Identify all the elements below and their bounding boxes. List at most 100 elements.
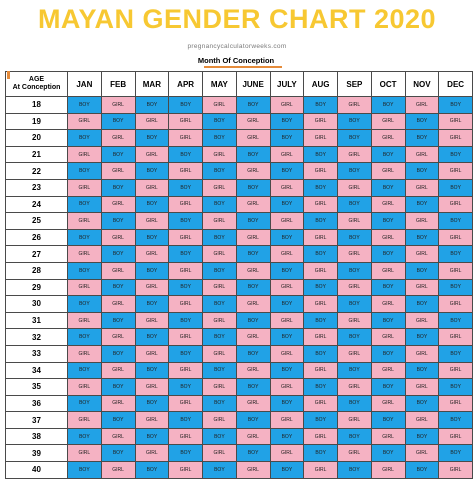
gender-cell: GIRL (168, 295, 203, 313)
table-row: 30 BOY GIRL BOY GIRL BOY GIRL BOY GIRL BOY GIRL BOY… (5, 295, 473, 313)
gender-cell: BOY (269, 162, 305, 180)
gender-cell: GIRL (134, 444, 170, 463)
gender-cell: GIRL (202, 278, 237, 297)
month-header-july: JULY (269, 71, 305, 97)
gender-cell: GIRL (67, 411, 102, 429)
gender-cell: GIRL (168, 195, 203, 214)
table-row: 27 GIRL BOY GIRL BOY GIRL BOY GIRL BOY GIRL BOY GIR… (5, 245, 473, 263)
gender-cell: BOY (235, 96, 271, 114)
gender-cell: BOY (100, 245, 136, 263)
gender-cell: GIRL (67, 444, 102, 463)
gender-cell: BOY (100, 444, 136, 463)
age-cell: 25 (5, 212, 68, 230)
gender-cell: GIRL (202, 311, 237, 330)
gender-cell: BOY (168, 311, 203, 330)
gender-cell: BOY (67, 129, 102, 147)
gender-cell: BOY (404, 112, 440, 131)
gender-cell: GIRL (438, 228, 473, 247)
gender-cell: GIRL (235, 129, 271, 147)
gender-cell: BOY (370, 311, 406, 330)
gender-cell: BOY (168, 378, 203, 396)
gender-cell: BOY (100, 178, 136, 197)
gender-cell: GIRL (337, 245, 372, 263)
gender-cell: BOY (202, 261, 237, 280)
gender-cell: BOY (168, 344, 203, 363)
gender-cell: BOY (370, 278, 406, 297)
gender-cell: BOY (438, 96, 473, 114)
gender-cell: GIRL (67, 145, 102, 164)
gender-cell: GIRL (269, 411, 305, 429)
gender-cell: BOY (337, 162, 372, 180)
gender-cell: BOY (370, 212, 406, 230)
gender-cell: BOY (134, 394, 170, 413)
gender-cell: BOY (438, 378, 473, 396)
gender-cell: BOY (404, 261, 440, 280)
gender-cell: GIRL (168, 361, 203, 380)
gender-cell: BOY (235, 344, 271, 363)
gender-cell: BOY (202, 394, 237, 413)
gender-cell: GIRL (202, 444, 237, 463)
gender-cell: BOY (202, 162, 237, 180)
age-header-accent (7, 71, 10, 79)
gender-cell: GIRL (337, 278, 372, 297)
gender-cell: GIRL (370, 328, 406, 346)
gender-cell: GIRL (337, 178, 372, 197)
gender-cell: GIRL (100, 162, 136, 180)
month-header-oct: OCT (370, 71, 406, 97)
gender-cell: BOY (337, 228, 372, 247)
age-cell: 39 (5, 444, 68, 463)
gender-cell: GIRL (202, 245, 237, 263)
gender-cell: GIRL (404, 178, 440, 197)
table-row: 32 BOY GIRL BOY GIRL BOY GIRL BOY GIRL BOY GIRL BOY… (5, 328, 473, 346)
age-header: AGE At Conception (5, 71, 68, 97)
gender-cell: BOY (202, 361, 237, 380)
gender-cell: GIRL (235, 394, 271, 413)
gender-cell: GIRL (303, 361, 338, 380)
gender-cell: GIRL (235, 228, 271, 247)
gender-cell: GIRL (303, 195, 338, 214)
table-row: 34 BOY GIRL BOY GIRL BOY GIRL BOY GIRL BOY GIRL BOY… (5, 361, 473, 380)
age-cell: 28 (5, 261, 68, 280)
gender-cell: GIRL (134, 245, 170, 263)
gender-cell: BOY (67, 328, 102, 346)
table-row: 29 GIRL BOY GIRL BOY GIRL BOY GIRL BOY GIRL BOY GIR… (5, 278, 473, 297)
gender-cell: GIRL (168, 461, 203, 479)
gender-cell: BOY (168, 278, 203, 297)
age-cell: 22 (5, 162, 68, 180)
age-cell: 21 (5, 145, 68, 164)
age-cell: 26 (5, 228, 68, 247)
gender-cell: GIRL (67, 245, 102, 263)
gender-cell: GIRL (370, 112, 406, 131)
gender-cell: GIRL (100, 228, 136, 247)
gender-cell: GIRL (100, 394, 136, 413)
gender-cell: GIRL (303, 328, 338, 346)
gender-cell: BOY (235, 145, 271, 164)
gender-cell: BOY (134, 195, 170, 214)
gender-cell: GIRL (100, 129, 136, 147)
gender-cell: GIRL (202, 96, 237, 114)
gender-cell: GIRL (269, 96, 305, 114)
gender-cell: GIRL (404, 344, 440, 363)
age-cell: 29 (5, 278, 68, 297)
gender-cell: GIRL (337, 212, 372, 230)
gender-cell: BOY (67, 162, 102, 180)
gender-cell: BOY (202, 129, 237, 147)
gender-cell: BOY (370, 411, 406, 429)
gender-cell: GIRL (370, 295, 406, 313)
gender-cell: GIRL (168, 112, 203, 131)
gender-cell: BOY (337, 427, 372, 446)
gender-cell: BOY (269, 328, 305, 346)
gender-cell: BOY (370, 444, 406, 463)
gender-cell: BOY (100, 378, 136, 396)
caption-underline (204, 66, 282, 68)
gender-cell: GIRL (235, 361, 271, 380)
gender-cell: GIRL (269, 311, 305, 330)
gender-cell: BOY (438, 212, 473, 230)
gender-cell: GIRL (269, 444, 305, 463)
gender-cell: BOY (438, 411, 473, 429)
gender-cell: GIRL (100, 195, 136, 214)
month-header-jan: JAN (67, 71, 102, 97)
gender-cell: BOY (202, 228, 237, 247)
gender-cell: BOY (404, 361, 440, 380)
table-row: 35 GIRL BOY GIRL BOY GIRL BOY GIRL BOY GIRL BOY GIR… (5, 378, 473, 396)
